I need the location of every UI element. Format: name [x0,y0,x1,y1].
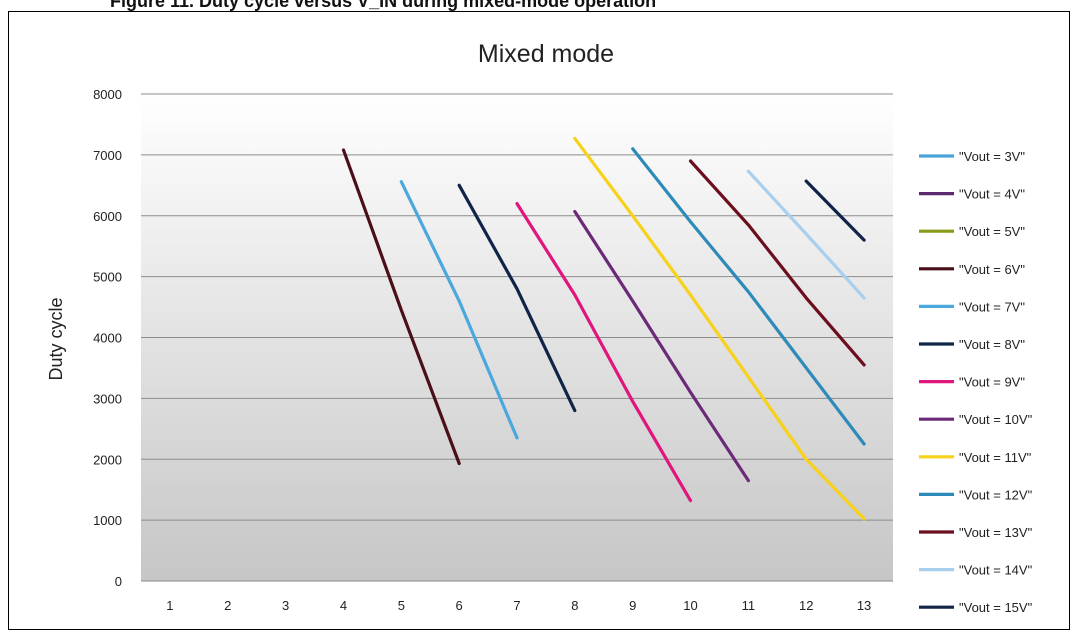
legend-item: "Vout = 3V" [919,149,1025,164]
legend-label: "Vout = 11V" [959,450,1032,465]
series-line [746,169,866,300]
x-tick-label: 8 [571,598,578,613]
legend-item: "Vout = 15V" [919,600,1033,615]
y-tick-label: 7000 [93,148,122,163]
legend-label: "Vout = 3V" [959,149,1025,164]
legend-item: "Vout = 14V" [919,563,1033,578]
y-tick-label: 2000 [93,452,122,467]
series-line [573,136,866,521]
legend-item: "Vout = 12V" [919,487,1033,502]
gridlines [141,93,893,582]
series-line [515,202,693,503]
legend-label: "Vout = 12V" [959,487,1033,502]
x-tick-label: 5 [398,598,405,613]
x-tick-label: 13 [857,598,871,613]
x-tick-label: 1 [166,598,173,613]
legend-label: "Vout = 15V" [959,600,1033,615]
y-tick-label: 4000 [93,331,122,346]
y-tick-label: 0 [115,574,122,589]
legend-label: "Vout = 14V" [959,563,1033,578]
legend-label: "Vout = 6V" [959,262,1025,277]
legend-item: "Vout = 8V" [919,337,1025,352]
series-line [457,183,577,413]
x-tick-labels: 1 2 3 4 5 6 7 8 9 10 11 12 13 [166,598,871,613]
legend-label: "Vout = 7V" [959,299,1025,314]
series-line [399,180,519,440]
x-tick-label: 11 [742,598,756,613]
series-line [631,147,866,446]
legend-item: "Vout = 6V" [919,262,1025,277]
chart-title: Mixed mode [478,40,614,68]
x-tick-label: 10 [683,598,697,613]
x-tick-label: 7 [513,598,520,613]
legend-label: "Vout = 5V" [959,224,1025,239]
figure-caption: Figure 11. Duty cycle versus V_IN during… [110,0,657,11]
series-line [688,159,866,367]
y-tick-label: 8000 [93,87,122,102]
legend-item: "Vout = 11V" [919,450,1032,465]
legend-item: "Vout = 9V" [919,375,1025,390]
series-lines [341,136,866,521]
legend-label: "Vout = 8V" [959,337,1025,352]
x-tick-label: 4 [340,598,347,613]
y-axis-label: Duty cycle [46,297,66,380]
y-tick-label: 1000 [93,513,122,528]
legend-item: "Vout = 13V" [919,525,1033,540]
series-line [804,179,866,242]
legend-label: "Vout = 10V" [959,412,1033,427]
legend-item: "Vout = 7V" [919,299,1025,314]
x-tick-label: 6 [456,598,463,613]
legend-label: "Vout = 13V" [959,525,1033,540]
figure-caption-strip: Figure 11. Duty cycle versus V_IN during… [0,0,1080,14]
series-line [573,209,751,483]
legend-item: "Vout = 4V" [919,187,1025,202]
series-line [341,148,461,466]
legend-label: "Vout = 9V" [959,375,1025,390]
x-tick-label: 12 [799,598,813,613]
legend: "Vout = 3V" "Vout = 4V" "Vout = 5V" "Vout =… [919,149,1033,615]
legend-label: "Vout = 4V" [959,187,1025,202]
x-tick-label: 3 [282,598,289,613]
y-tick-label: 5000 [93,270,122,285]
y-tick-labels: 0 1000 2000 3000 4000 5000 6000 7000 8000 [93,87,122,589]
y-tick-label: 3000 [93,391,122,406]
x-tick-label: 9 [629,598,636,613]
y-tick-label: 6000 [93,209,122,224]
x-tick-label: 2 [224,598,231,613]
legend-item: "Vout = 5V" [919,224,1025,239]
legend-item: "Vout = 10V" [919,412,1033,427]
